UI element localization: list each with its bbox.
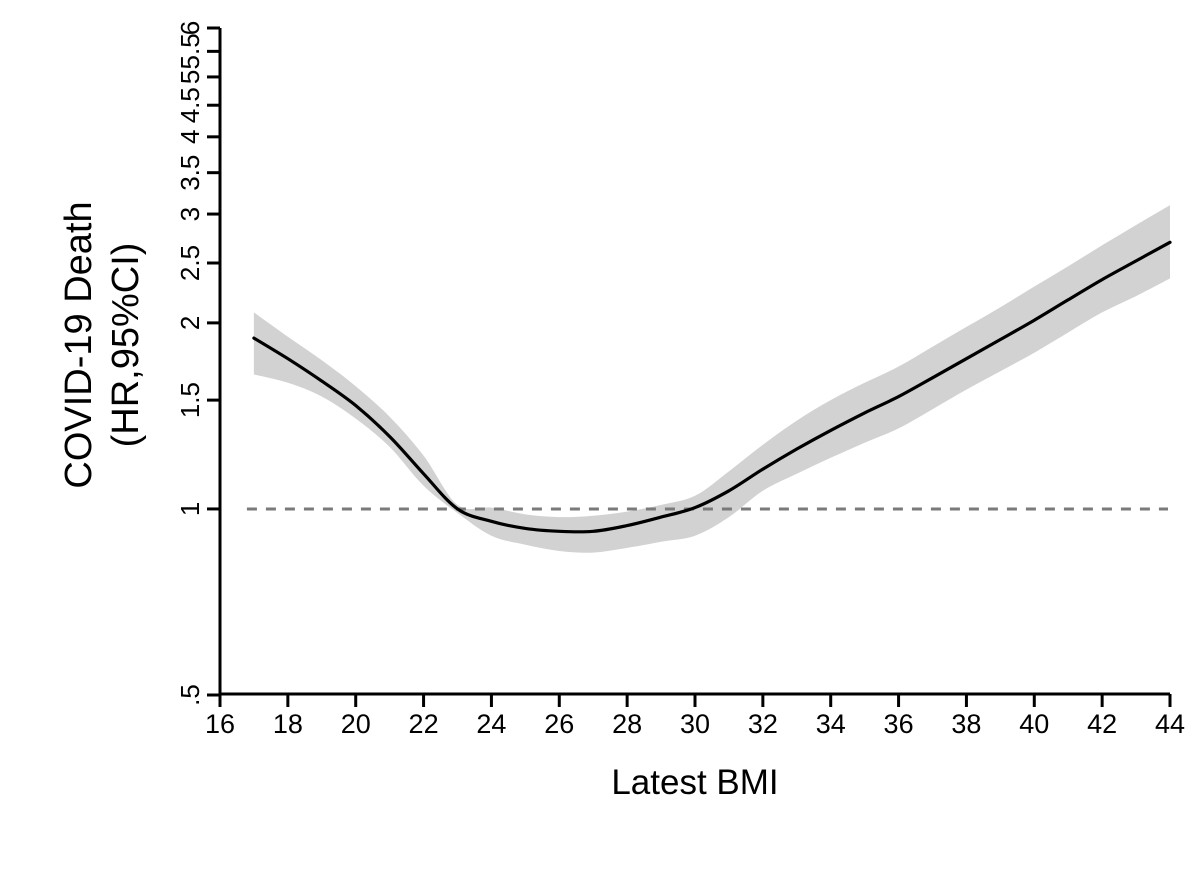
hr-curve-layer	[252, 240, 1172, 534]
x-tick-label: 32	[748, 709, 778, 739]
y-tick-label: 4	[175, 130, 205, 144]
y-axis-title-line1: COVID-19 Death	[58, 201, 100, 488]
y-tick-label: 2	[175, 316, 205, 330]
y-tick-label: 3.5	[175, 155, 205, 191]
x-tick-label: 36	[884, 709, 914, 739]
y-tick-label: 5.5	[175, 33, 205, 69]
y-tick-label: 6	[175, 21, 205, 35]
y-tick-label: 4.5	[175, 87, 205, 123]
x-axis-title: Latest BMI	[611, 763, 778, 802]
hr-curve	[252, 240, 1172, 534]
x-tick-label: 42	[1087, 709, 1117, 739]
x-tick-label: 26	[544, 709, 574, 739]
y-tick-label: 1	[175, 502, 205, 516]
y-tick-label: .5	[175, 684, 205, 706]
y-axis-title-line2: (HR,95%CI)	[105, 243, 147, 448]
x-tick-label: 16	[205, 709, 235, 739]
x-tick-label: 18	[273, 709, 303, 739]
x-tick-label: 34	[816, 709, 846, 739]
y-ticks-layer: .5 1 1.5 2 2.5 3 3.5 4 4.5 55.56	[175, 21, 220, 706]
y-tick-label: 2.5	[175, 245, 205, 281]
x-ticks-layer: 16 18 20 22 24 26 28 30 32 34 36 38 40 42 44	[205, 694, 1185, 739]
x-tick-label: 22	[409, 709, 439, 739]
y-tick-label: 1.5	[175, 382, 205, 418]
x-tick-label: 24	[476, 709, 506, 739]
x-tick-label: 44	[1155, 709, 1185, 739]
x-tick-label: 20	[341, 709, 371, 739]
y-tick-label: 5	[175, 70, 205, 84]
x-tick-label: 28	[612, 709, 642, 739]
x-tick-label: 40	[1019, 709, 1049, 739]
x-tick-label: 38	[951, 709, 981, 739]
x-tick-label: 30	[680, 709, 710, 739]
y-tick-label: 3	[175, 207, 205, 221]
